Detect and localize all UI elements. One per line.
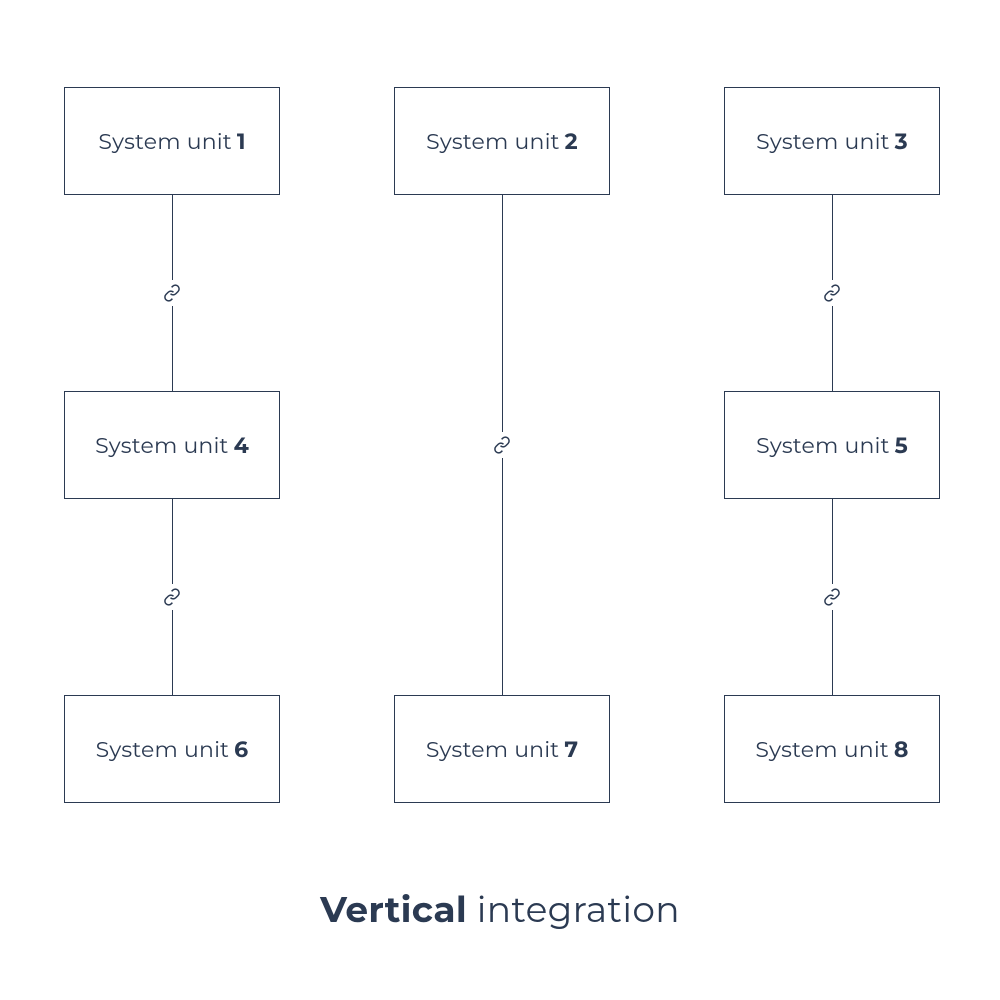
diagram-title: Vertical integration — [0, 888, 1000, 932]
node-system-unit-6: System unit 6 — [64, 695, 280, 803]
node-system-unit-4: System unit 4 — [64, 391, 280, 499]
node-label-prefix: System unit — [426, 736, 559, 763]
link-icon — [819, 584, 845, 610]
node-label-prefix: System unit — [755, 736, 888, 763]
diagram-container: System unit 1 System unit 4 System unit … — [64, 87, 940, 803]
link-icon — [159, 280, 185, 306]
connector — [832, 195, 833, 391]
link-icon — [819, 280, 845, 306]
node-system-unit-7: System unit 7 — [394, 695, 610, 803]
node-label-prefix: System unit — [756, 128, 889, 155]
column-2: System unit 2 System unit 7 — [394, 87, 610, 803]
node-label-num: 1 — [237, 128, 246, 155]
node-label-num: 7 — [564, 736, 578, 763]
node-label-num: 5 — [895, 432, 908, 459]
column-1: System unit 1 System unit 4 System unit … — [64, 87, 280, 803]
connector — [502, 195, 503, 695]
node-system-unit-8: System unit 8 — [724, 695, 940, 803]
title-regular: integration — [467, 888, 680, 932]
node-system-unit-5: System unit 5 — [724, 391, 940, 499]
node-label-num: 2 — [565, 128, 578, 155]
connector — [832, 499, 833, 695]
node-label-num: 4 — [234, 432, 249, 459]
column-3: System unit 3 System unit 5 System unit … — [724, 87, 940, 803]
title-bold: Vertical — [320, 888, 467, 932]
node-label-num: 3 — [895, 128, 908, 155]
node-system-unit-3: System unit 3 — [724, 87, 940, 195]
node-label-prefix: System unit — [96, 736, 229, 763]
connector — [172, 195, 173, 391]
connector — [172, 499, 173, 695]
node-system-unit-1: System unit 1 — [64, 87, 280, 195]
node-label-prefix: System unit — [98, 128, 231, 155]
node-label-num: 8 — [894, 736, 909, 763]
node-label-prefix: System unit — [426, 128, 559, 155]
link-icon — [159, 584, 185, 610]
node-label-prefix: System unit — [95, 432, 228, 459]
node-system-unit-2: System unit 2 — [394, 87, 610, 195]
node-label-num: 6 — [234, 736, 248, 763]
node-label-prefix: System unit — [756, 432, 889, 459]
link-icon — [489, 432, 515, 458]
